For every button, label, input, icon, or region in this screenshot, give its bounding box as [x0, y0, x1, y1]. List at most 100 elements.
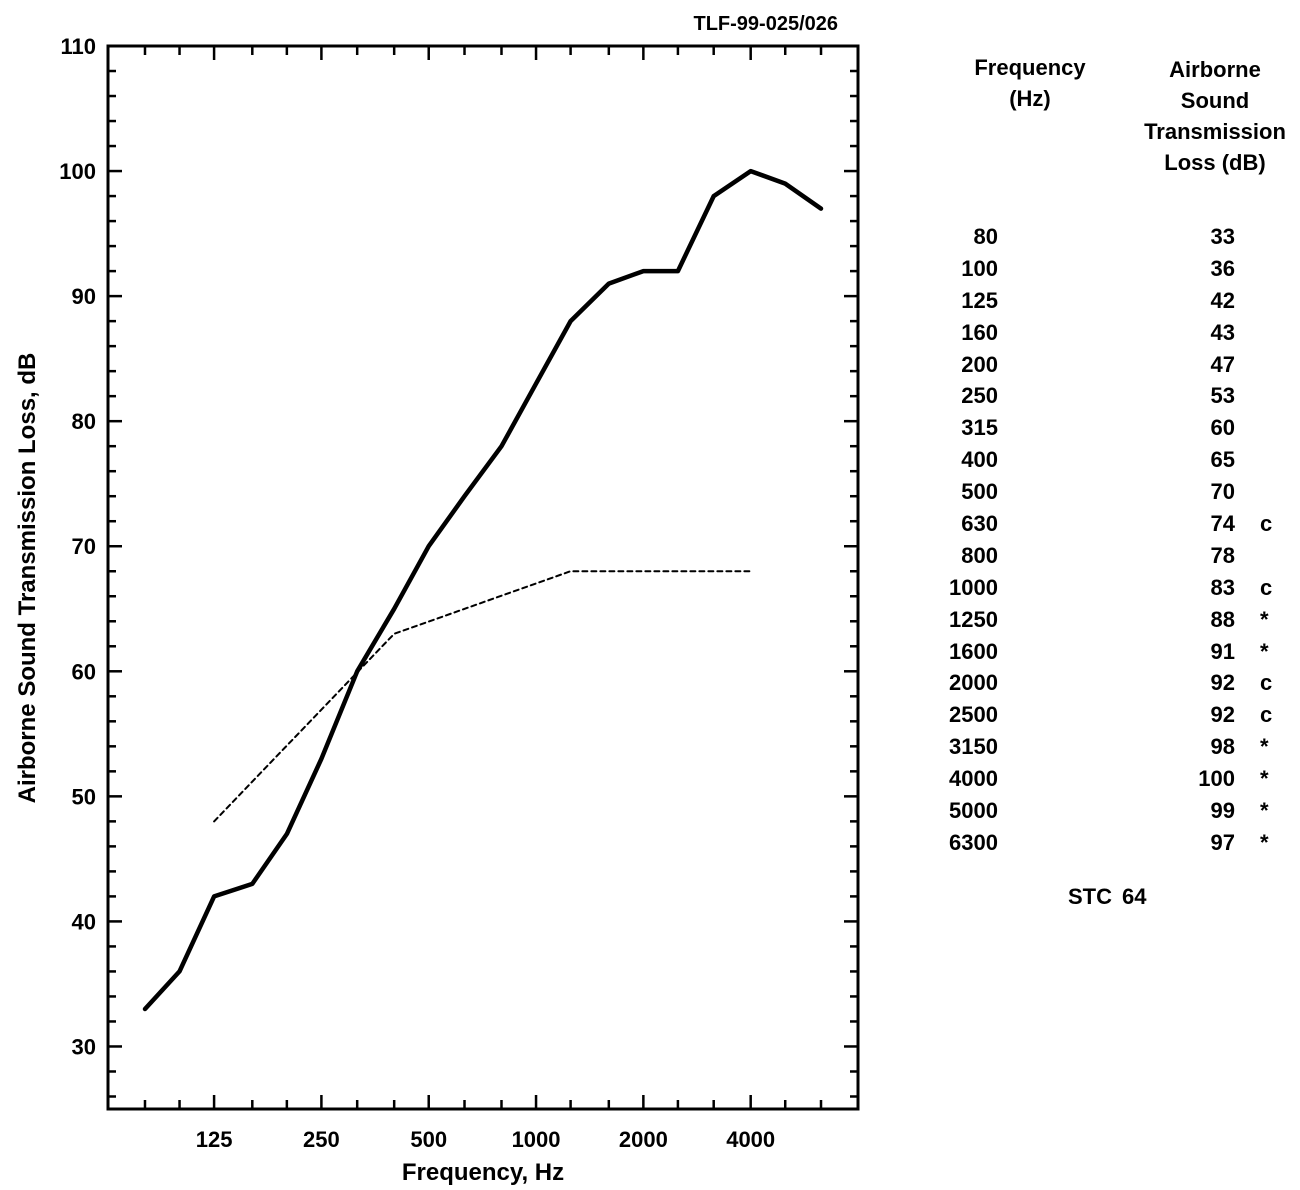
- tl-cell: 97: [1210, 829, 1235, 855]
- flag-cell: *: [1260, 798, 1269, 824]
- y-axis-title: Airborne Sound Transmission Loss, dB: [14, 353, 41, 804]
- frequency-cell: 200: [961, 351, 998, 377]
- tl-cell: 83: [1210, 574, 1235, 600]
- y-tick-label: 40: [72, 909, 96, 934]
- frequency-cell: 6300: [949, 829, 998, 855]
- frequency-cell: 160: [961, 319, 998, 345]
- series-layer: [142, 168, 824, 1012]
- y-tick-label: 70: [72, 534, 96, 559]
- table-row: 4000 100 *: [949, 766, 1290, 798]
- x-tick-label: 250: [303, 1127, 340, 1152]
- table-row: 250 53: [950, 383, 1290, 415]
- frequency-cell: 2500: [949, 702, 998, 728]
- frequency-cell: 1250: [949, 606, 998, 632]
- tl-cell: 43: [1210, 319, 1235, 345]
- reference-contour-line: [213, 570, 752, 823]
- table-header-frequency: Frequency (Hz): [950, 52, 1110, 114]
- flag-cell: c: [1260, 574, 1273, 600]
- tl-cell: 78: [1210, 542, 1235, 568]
- x-tick-label: 125: [196, 1127, 233, 1152]
- frequency-cell: 100: [961, 255, 998, 281]
- x-tick-label: 2000: [619, 1127, 668, 1152]
- plot-frame: [106, 44, 860, 1111]
- frequency-cell: 250: [961, 383, 998, 409]
- table-row: 630 74 c: [950, 511, 1290, 543]
- frequency-cell: 1600: [949, 638, 998, 664]
- table-row: 125 42: [950, 288, 1290, 320]
- frequency-cell: 5000: [949, 798, 998, 824]
- table-row: 1600 91 *: [949, 638, 1290, 671]
- table-row: 160 43: [950, 320, 1290, 352]
- header-line: Loss (dB): [1164, 150, 1266, 175]
- frequency-cell: 125: [961, 287, 998, 313]
- table-row: 200 47: [950, 352, 1290, 384]
- stc-value: 64: [1122, 884, 1147, 909]
- tl-cell: 92: [1210, 702, 1235, 728]
- tl-cell: 53: [1210, 383, 1235, 409]
- y-tick-label: 50: [72, 784, 96, 809]
- x-axis-title: Frequency, Hz: [402, 1159, 564, 1186]
- frequency-cell: 80: [973, 224, 998, 249]
- frequency-cell: 1000: [949, 574, 998, 600]
- tl-cell: 70: [1210, 479, 1235, 505]
- table-row: 80 33: [950, 224, 1290, 256]
- y-tick-label: 110: [61, 34, 97, 59]
- tl-cell: 42: [1210, 287, 1235, 313]
- table-row: 5000 99 *: [949, 798, 1290, 830]
- frequency-cell: 3150: [949, 734, 998, 760]
- flag-cell: c: [1260, 702, 1273, 728]
- x-tick-label: 1000: [512, 1127, 561, 1152]
- table-body: 80 33 100 36 125 42 160 43 200 47 250 53 315 60 400 65 5…: [949, 224, 1290, 862]
- flag-cell: *: [1260, 606, 1269, 632]
- tl-cell: 47: [1210, 351, 1235, 377]
- flag-cell: c: [1260, 670, 1273, 696]
- figure-id: TLF-99-025/026: [693, 13, 838, 35]
- table-row: 1000 83 c: [949, 574, 1290, 607]
- tl-cell: 33: [1210, 224, 1235, 249]
- header-line: (Hz): [1009, 86, 1051, 111]
- x-tick-label: 500: [410, 1127, 447, 1152]
- tl-cell: 98: [1210, 734, 1235, 760]
- frequency-cell: 800: [961, 542, 998, 568]
- tl-cell: 65: [1210, 447, 1235, 473]
- table-row: 315 60: [950, 415, 1290, 447]
- tl-cell: 60: [1210, 415, 1235, 441]
- table-row: 100 36: [950, 256, 1290, 288]
- stc-rating: STC 64: [1068, 884, 1156, 910]
- tl-cell: 88: [1210, 606, 1235, 632]
- frequency-cell: 500: [961, 479, 998, 505]
- table-row: 2500 92 c: [949, 702, 1290, 734]
- header-line: Frequency: [974, 55, 1086, 80]
- table-row: 3150 98 *: [949, 734, 1290, 766]
- y-tick-label: 90: [72, 284, 96, 309]
- header-line: Sound: [1180, 88, 1250, 113]
- frequency-cell: 315: [961, 415, 998, 441]
- frequency-cell: 4000: [949, 766, 998, 792]
- frequency-cell: 2000: [949, 670, 998, 696]
- tl-cell: 74: [1210, 511, 1235, 537]
- y-tick-label: 30: [72, 1034, 96, 1059]
- flag-cell: *: [1260, 766, 1269, 792]
- tl-cell: 99: [1210, 798, 1235, 824]
- stc-label: STC: [1068, 884, 1112, 909]
- frequency-cell: 400: [961, 447, 998, 473]
- table-row: 2000 92 c: [949, 670, 1290, 702]
- tl-cell: 36: [1210, 255, 1235, 281]
- tl-cell: 92: [1210, 670, 1235, 696]
- header-line: Transmission: [1144, 119, 1286, 144]
- y-tick-label: 80: [72, 409, 96, 434]
- flag-cell: *: [1260, 734, 1269, 760]
- transmission-loss-line: [142, 168, 824, 1012]
- y-tick-label: 60: [72, 659, 96, 684]
- y-axis: 30 40 50 60 70 80 90 100 110: [59, 34, 858, 1098]
- table-row: 1250 88 *: [949, 606, 1290, 639]
- y-tick-label: 100: [59, 159, 96, 184]
- frequency-cell: 630: [961, 511, 998, 537]
- header-line: Airborne: [1169, 57, 1261, 82]
- tl-cell: 91: [1210, 638, 1235, 664]
- x-axis: 125 250 500 1000 2000 4000: [143, 46, 823, 1152]
- flag-cell: *: [1260, 829, 1269, 855]
- table-row: 6300 97 *: [949, 829, 1290, 862]
- table-row: 800 78: [950, 543, 1290, 575]
